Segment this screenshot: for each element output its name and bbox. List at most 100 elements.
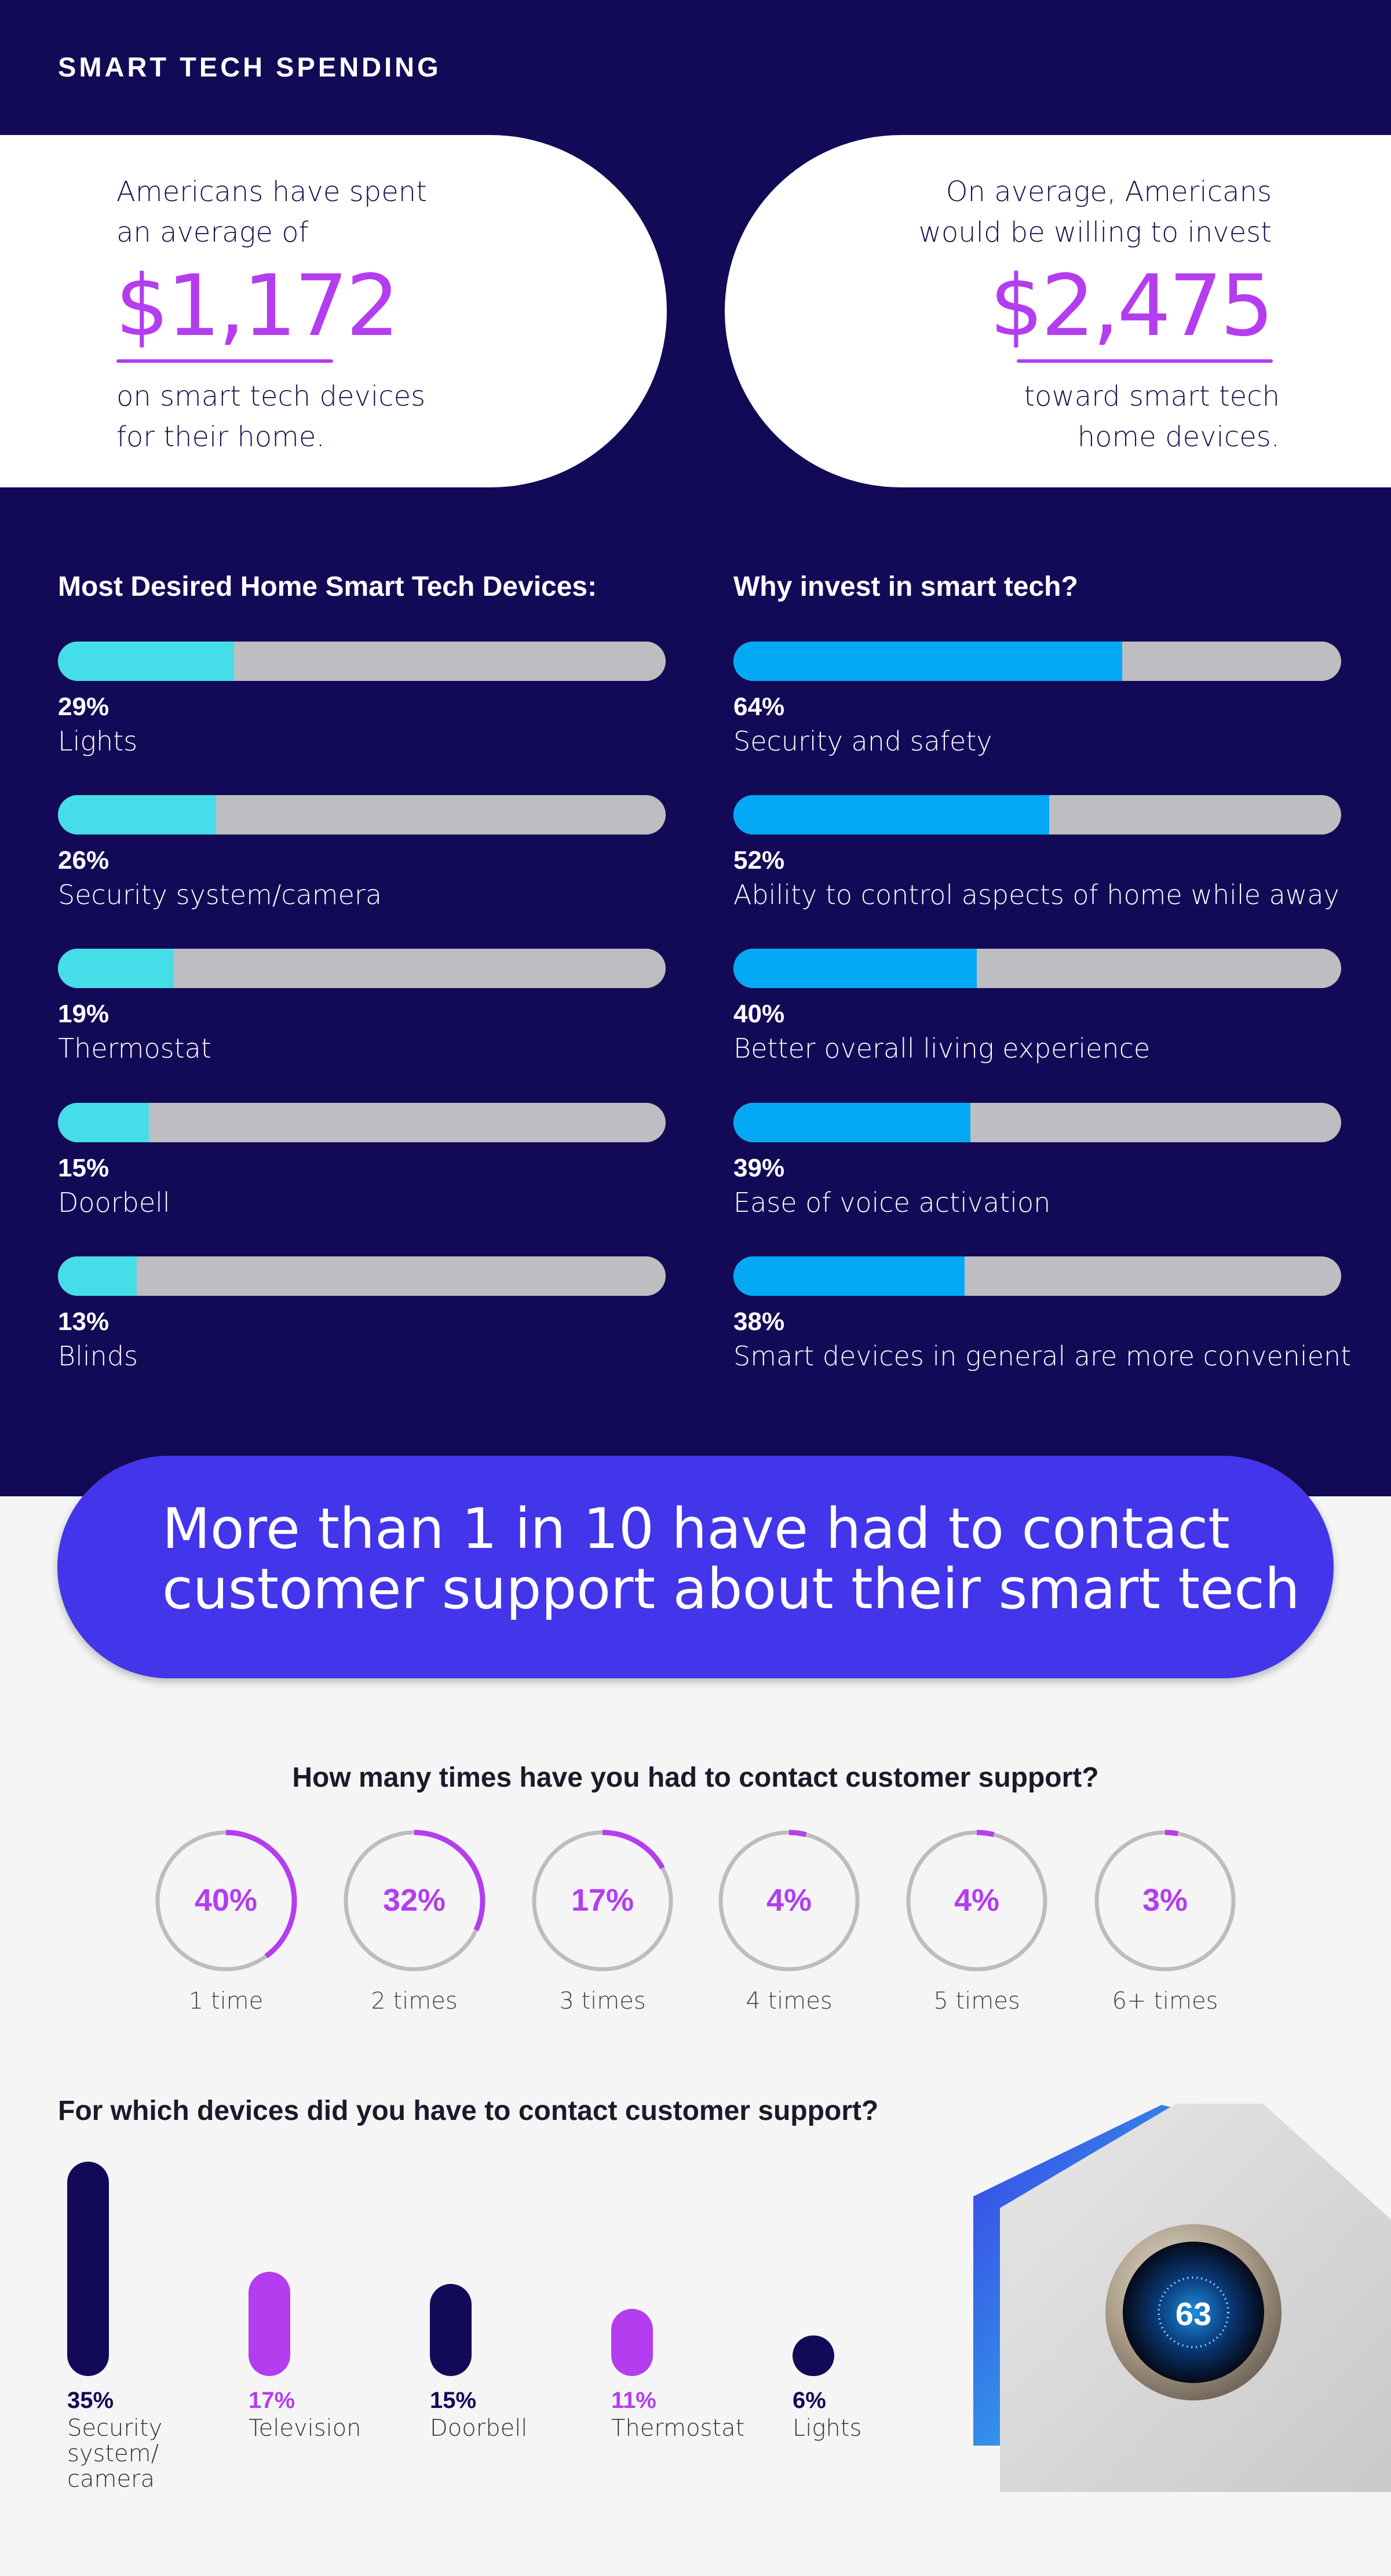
donut-value: 4% bbox=[954, 1883, 1000, 1918]
support-bar-label-line: Security bbox=[67, 2415, 163, 2442]
donut-label: 4 times bbox=[746, 1988, 833, 2014]
donut-label: 5 times bbox=[933, 1988, 1020, 2014]
support-bar bbox=[611, 2308, 653, 2376]
support-bar-label: Television bbox=[249, 2415, 362, 2441]
contact-times-heading: How many times have you had to contact c… bbox=[292, 1762, 1099, 1793]
invest-reason-bar-fill bbox=[733, 949, 977, 988]
desired-bar-fill bbox=[58, 949, 174, 988]
desired-bar-track bbox=[58, 1103, 666, 1142]
desired-bar-track bbox=[58, 642, 666, 681]
invest-reason-bar-label: Better overall living experience bbox=[733, 1033, 1151, 1064]
donut-chart bbox=[155, 1830, 297, 1972]
donut-chart bbox=[718, 1830, 860, 1972]
desired-bar-fill bbox=[58, 795, 216, 835]
invest-underline bbox=[1017, 359, 1273, 363]
donut-slice bbox=[531, 1830, 674, 1972]
banner-line: customer support about their smart tech bbox=[162, 1557, 1300, 1622]
support-bar-label-line: Lights bbox=[793, 2415, 862, 2442]
donut-value: 40% bbox=[194, 1883, 258, 1918]
support-bar-value: 15% bbox=[430, 2388, 477, 2413]
desired-bar-value: 19% bbox=[58, 1000, 109, 1028]
support-bar-label-line: system/ bbox=[67, 2440, 159, 2467]
support-banner bbox=[57, 1456, 1334, 1678]
devices-support-heading: For which devices did you have to contac… bbox=[58, 2096, 879, 2126]
desired-bar-label: Security system/camera bbox=[58, 879, 382, 910]
invest-reason-bar-label: Ease of voice activation bbox=[733, 1187, 1051, 1218]
why-invest-heading: Why invest in smart tech? bbox=[733, 571, 1078, 602]
support-bar-value: 6% bbox=[793, 2388, 826, 2413]
desired-bar-track bbox=[58, 795, 666, 835]
invest-outro: toward smart tech home devices. bbox=[1024, 376, 1280, 457]
desired-bar-value: 26% bbox=[58, 846, 109, 875]
donut-chart bbox=[531, 1830, 674, 1972]
support-bar bbox=[67, 2162, 109, 2376]
invest-reason-bar-value: 52% bbox=[733, 846, 785, 875]
invest-reason-bar-fill bbox=[733, 642, 1123, 681]
support-bar-value: 11% bbox=[611, 2388, 656, 2413]
spent-intro: Americans have spent an average of bbox=[116, 172, 427, 253]
desired-bar-fill bbox=[58, 1103, 149, 1142]
spent-stat-card bbox=[0, 135, 667, 487]
spent-outro: on smart tech devices for their home. bbox=[116, 376, 425, 457]
desired-bar-label: Blinds bbox=[58, 1340, 138, 1372]
support-bar-label: Lights bbox=[793, 2415, 861, 2441]
donut-value: 4% bbox=[766, 1883, 812, 1918]
invest-reason-bar-label: Ability to control aspects of home while… bbox=[733, 879, 1339, 910]
invest-value: $2,475 bbox=[990, 257, 1274, 355]
desired-bar-label: Thermostat bbox=[58, 1033, 211, 1064]
spent-underline bbox=[116, 359, 333, 363]
donut-slice bbox=[155, 1830, 297, 1972]
invest-reason-bar-track bbox=[733, 949, 1341, 988]
desired-bar-value: 13% bbox=[58, 1307, 109, 1336]
spent-intro-line: Americans have spent bbox=[116, 176, 427, 208]
invest-reason-bar-fill bbox=[733, 1103, 971, 1142]
invest-reason-bar-track bbox=[733, 1256, 1341, 1296]
support-bar bbox=[793, 2335, 834, 2376]
donut-label: 6+ times bbox=[1112, 1988, 1218, 2014]
donut-slice bbox=[1094, 1830, 1236, 1972]
invest-outro-line: toward smart tech bbox=[1024, 380, 1280, 413]
invest-intro: On average, Americans would be willing t… bbox=[919, 172, 1272, 253]
support-bar bbox=[249, 2272, 290, 2376]
support-bar-label-line: camera bbox=[67, 2466, 155, 2493]
donut-slice bbox=[906, 1830, 1048, 1972]
invest-reason-bar-track bbox=[733, 1103, 1341, 1142]
desired-bar-value: 15% bbox=[58, 1154, 109, 1182]
thermostat-photo: 63 bbox=[973, 2104, 1391, 2492]
invest-stat-card bbox=[725, 135, 1391, 487]
invest-reason-bar-label: Smart devices in general are more conven… bbox=[733, 1340, 1352, 1372]
thermostat-reading: 63 bbox=[1175, 2296, 1211, 2332]
invest-reason-bar-value: 38% bbox=[733, 1307, 785, 1336]
donut-value: 3% bbox=[1142, 1883, 1188, 1918]
invest-reason-bar-track bbox=[733, 642, 1341, 681]
spent-value: $1,172 bbox=[115, 257, 400, 355]
donut-label: 3 times bbox=[559, 1988, 646, 2014]
support-bar bbox=[430, 2284, 472, 2376]
donut-label: 1 time bbox=[188, 1988, 264, 2014]
support-bar-label-line: Television bbox=[249, 2415, 362, 2442]
invest-reason-bar-value: 40% bbox=[733, 1000, 785, 1028]
support-bar-label-line: Thermostat bbox=[611, 2415, 745, 2442]
desired-bar-value: 29% bbox=[58, 693, 109, 721]
donut-slice bbox=[718, 1830, 860, 1972]
support-banner-text: More than 1 in 10 have had to contact cu… bbox=[162, 1499, 1321, 1619]
donut-label: 2 times bbox=[371, 1988, 458, 2014]
support-bar-label: Thermostat bbox=[611, 2415, 744, 2441]
support-bar-value: 35% bbox=[67, 2388, 114, 2413]
thermostat-face bbox=[1123, 2242, 1264, 2383]
spent-intro-line: an average of bbox=[116, 216, 309, 249]
spent-outro-line: for their home. bbox=[116, 421, 325, 453]
invest-outro-line: home devices. bbox=[1077, 421, 1280, 453]
donut-value: 17% bbox=[571, 1883, 634, 1918]
invest-intro-line: would be willing to invest bbox=[918, 216, 1272, 249]
invest-reason-bar-label: Security and safety bbox=[733, 726, 992, 757]
desired-bar-fill bbox=[58, 1256, 137, 1296]
donut-chart bbox=[1094, 1830, 1236, 1972]
desired-bar-track bbox=[58, 949, 666, 988]
invest-reason-bar-fill bbox=[733, 795, 1050, 835]
desired-bar-track bbox=[58, 1256, 666, 1296]
desired-bar-label: Lights bbox=[58, 726, 138, 757]
invest-reason-bar-value: 39% bbox=[733, 1154, 785, 1182]
donut-slice bbox=[343, 1830, 485, 1972]
